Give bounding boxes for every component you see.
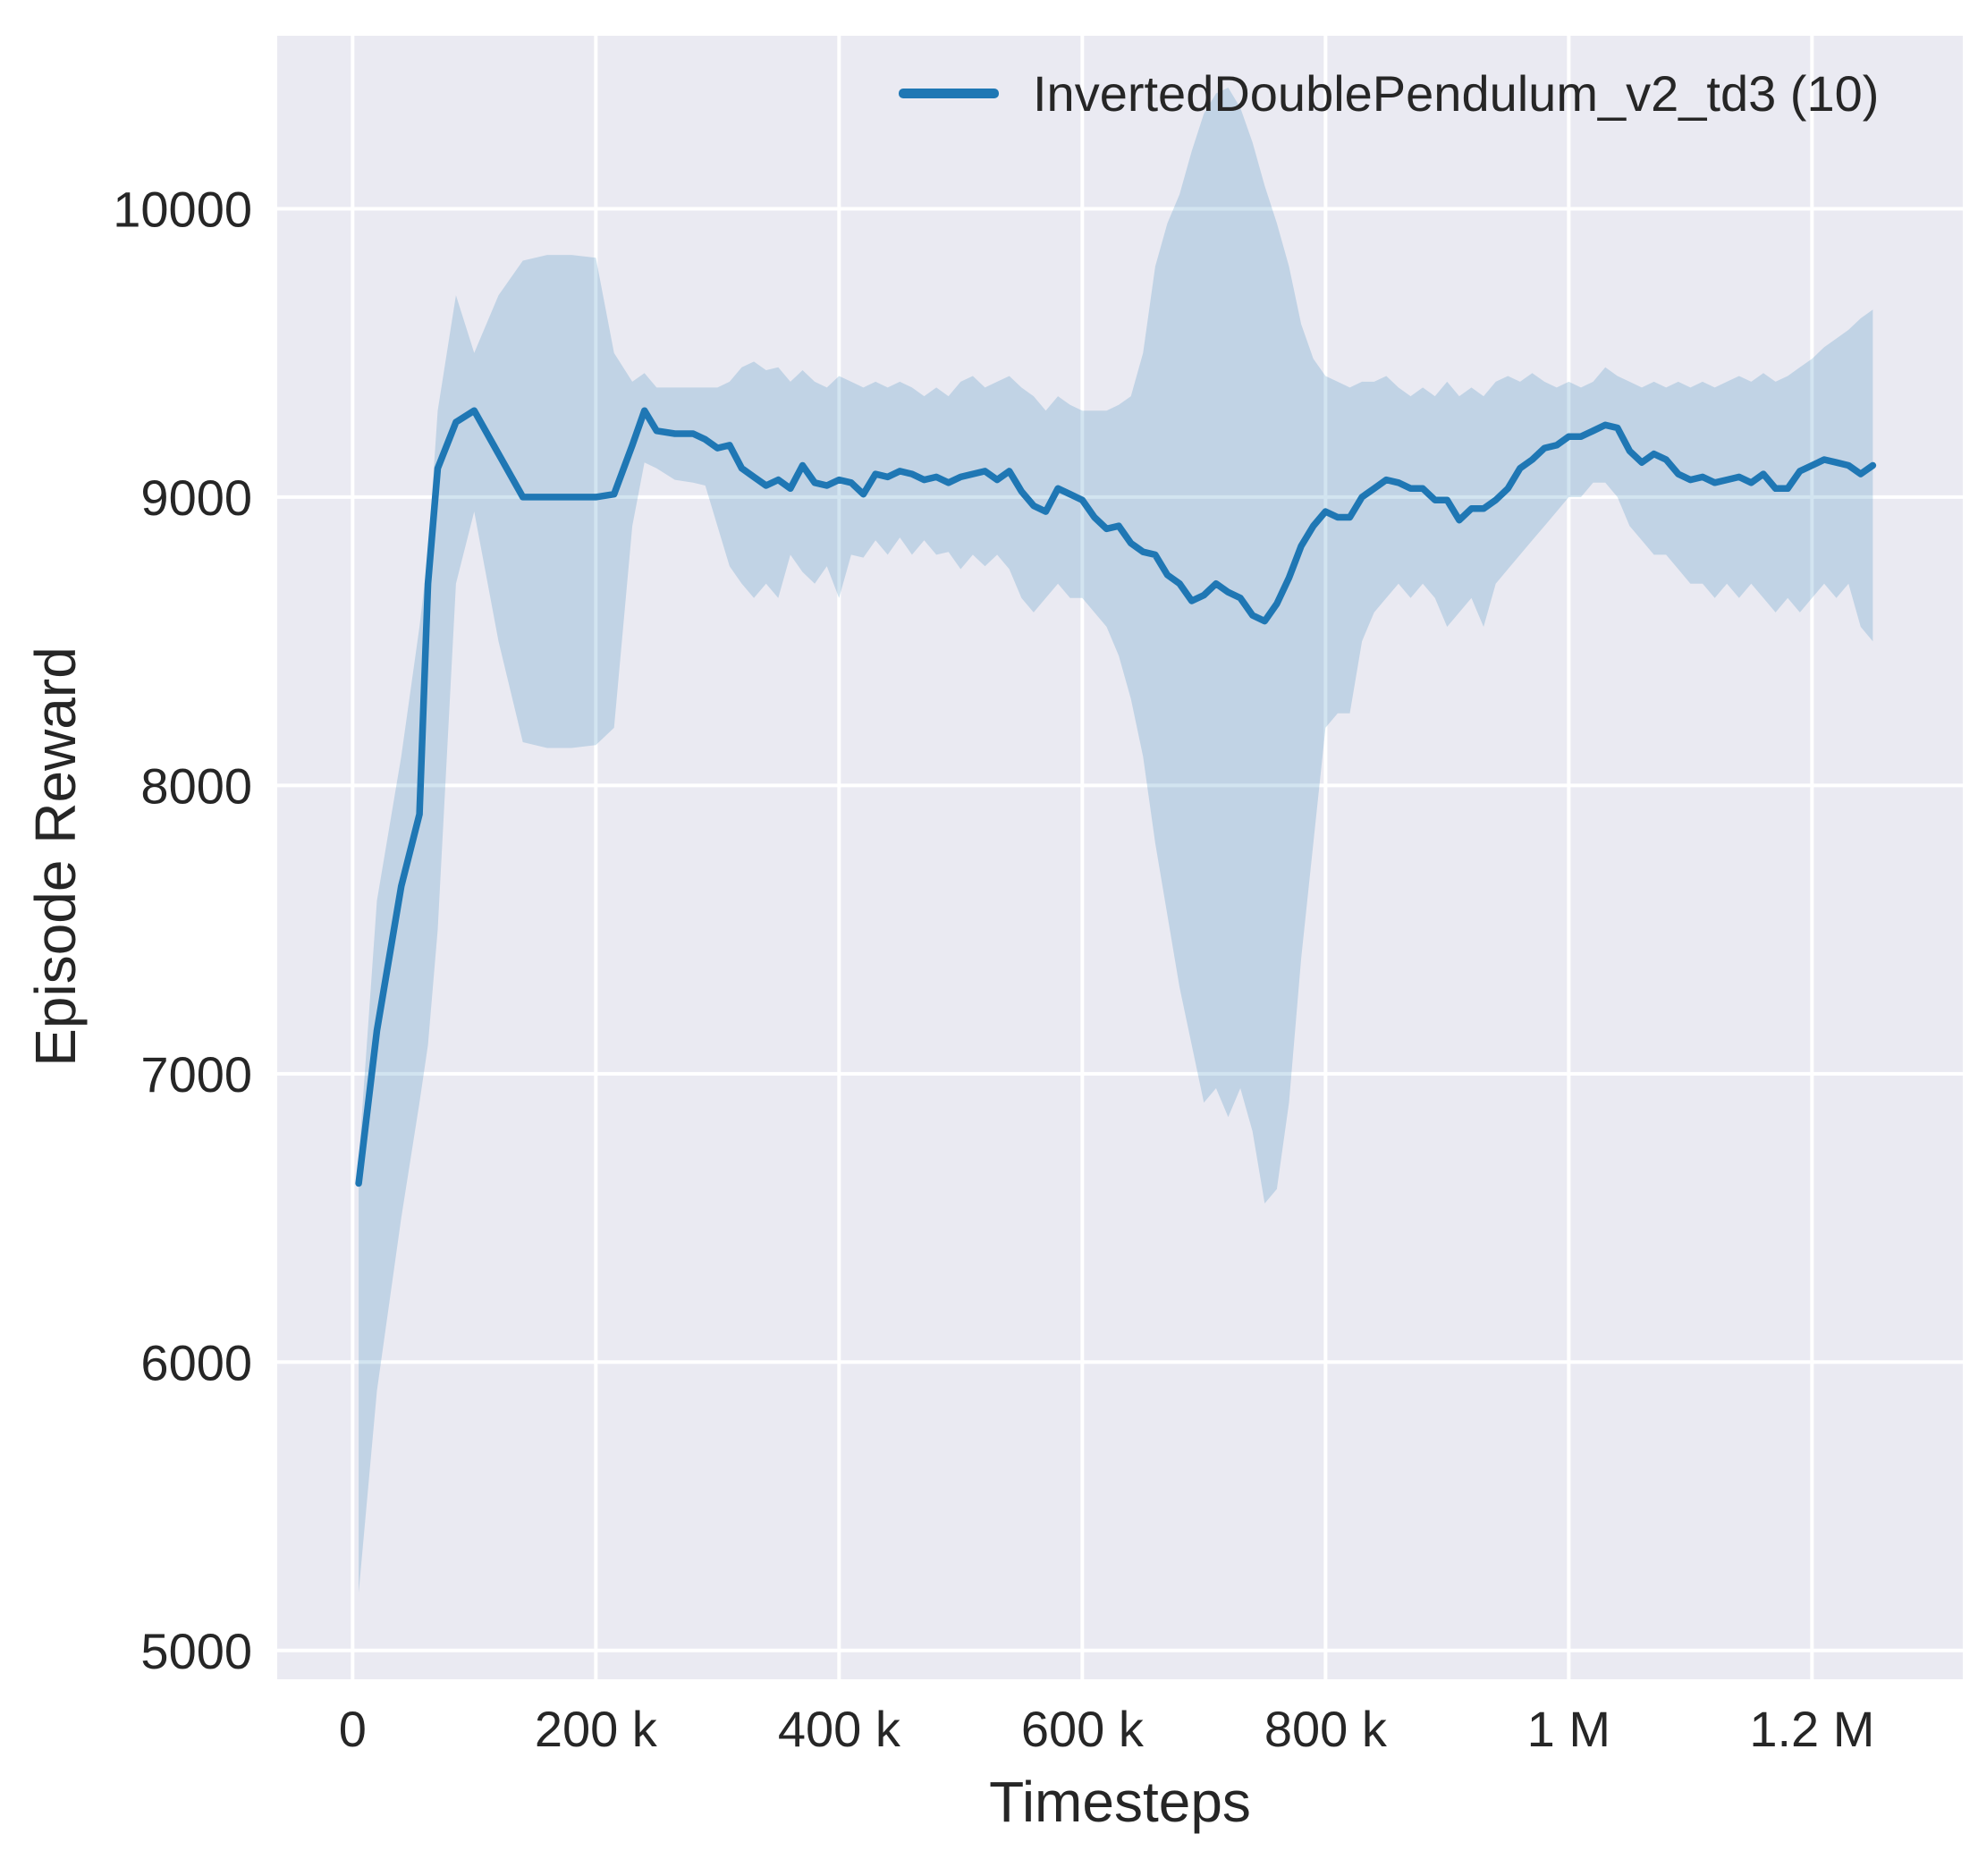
x-tick-label: 800 k bbox=[1264, 1701, 1388, 1757]
plot-area bbox=[277, 36, 1963, 1679]
x-tick-label: 600 k bbox=[1021, 1701, 1145, 1757]
x-tick-label: 1 M bbox=[1527, 1701, 1610, 1757]
y-tick-label: 8000 bbox=[140, 757, 252, 814]
legend-label: InvertedDoublePendulum_v2_td3 (10) bbox=[1033, 65, 1880, 122]
y-tick-label: 6000 bbox=[140, 1334, 252, 1390]
y-tick-label: 7000 bbox=[140, 1046, 252, 1103]
x-tick-label: 1.2 M bbox=[1749, 1701, 1874, 1757]
legend: InvertedDoublePendulum_v2_td3 (10) bbox=[899, 64, 1879, 123]
y-tick-label: 9000 bbox=[140, 469, 252, 526]
y-tick-label: 5000 bbox=[140, 1623, 252, 1679]
x-axis-label: Timesteps bbox=[989, 1770, 1251, 1834]
y-tick-label: 10000 bbox=[113, 181, 252, 237]
x-tick-label: 200 k bbox=[535, 1701, 658, 1757]
mean-line bbox=[355, 407, 1877, 1187]
y-tick-labels: 5000 6000 7000 8000 9000 10000 bbox=[113, 181, 252, 1678]
x-tick-label: 400 k bbox=[778, 1701, 901, 1757]
legend-line-swatch bbox=[899, 89, 999, 98]
x-tick-labels: 0 200 k 400 k 600 k 800 k 1 M 1.2 M bbox=[339, 1701, 1875, 1757]
y-axis-label: Episode Reward bbox=[23, 646, 88, 1067]
x-tick-label: 0 bbox=[339, 1701, 367, 1757]
gridlines bbox=[277, 36, 1963, 1679]
